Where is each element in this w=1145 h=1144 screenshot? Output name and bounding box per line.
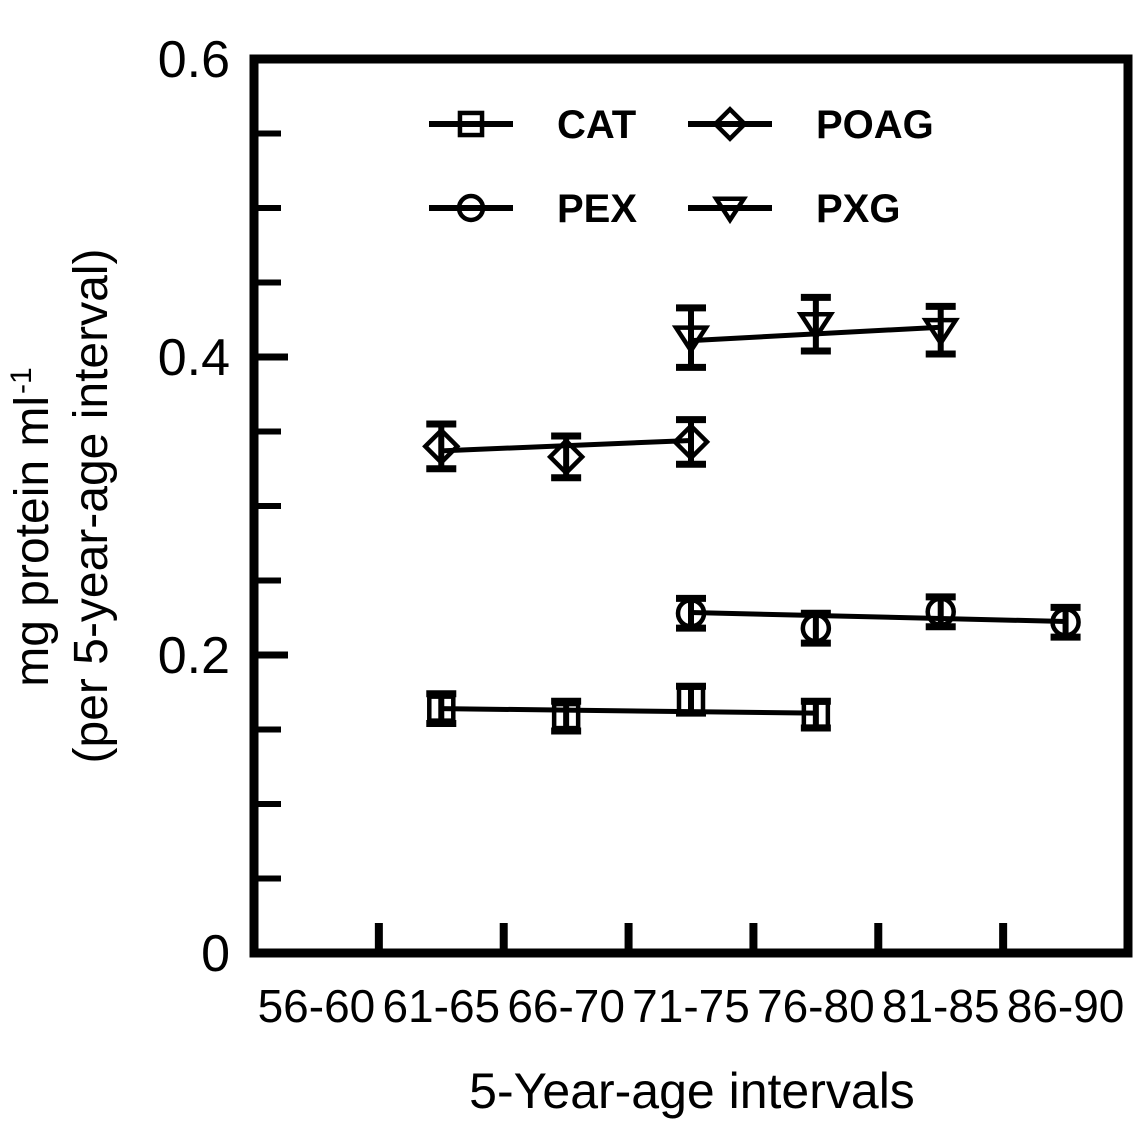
- cat-marker-square-icon: [801, 700, 831, 729]
- legend-cat-marker-square-icon: [457, 110, 485, 138]
- x-axis-title: 5-Year-age intervals: [469, 1063, 915, 1119]
- pex-marker-circle-icon: [1050, 606, 1081, 638]
- cat-trend-line: [441, 706, 816, 716]
- y-axis-title-line2: (per 5-year-age interval): [65, 249, 118, 764]
- y-axis-title-main: mg protein ml: [6, 396, 59, 687]
- legend-label-poag: POAG: [816, 103, 934, 147]
- pxg-marker-triangle-down-icon: [671, 325, 711, 355]
- y-axis-title-superscript: -1: [5, 367, 38, 394]
- legend-label-pxg: PXG: [816, 187, 900, 231]
- x-category-label-76-80: 76-80: [757, 980, 875, 1032]
- pex-marker-circle-icon: [925, 596, 956, 628]
- poag-marker-diamond-icon: [671, 422, 711, 462]
- plot-frame: [249, 54, 1133, 958]
- poag-marker-diamond-icon: [546, 437, 586, 477]
- legend-item-poag: POAG: [688, 103, 934, 147]
- series-pex: [675, 593, 1081, 647]
- cat-marker-square-icon: [427, 694, 456, 723]
- y-axis-title-line1: mg protein ml-1: [5, 367, 59, 686]
- poag-marker-diamond-icon: [422, 427, 461, 466]
- series-pxg: [671, 293, 960, 371]
- legend-label-cat: CAT: [557, 103, 636, 147]
- pex-marker-circle-icon: [800, 612, 832, 644]
- x-category-label-66-70: 66-70: [507, 980, 625, 1032]
- y-tick-label-0.4: 0.4: [158, 329, 230, 387]
- y-tick-label-0.2: 0.2: [158, 627, 230, 685]
- x-category-label-71-75: 71-75: [632, 980, 750, 1032]
- y-tick-label-0.6: 0.6: [158, 31, 230, 89]
- series-poag: [422, 416, 711, 482]
- pex-trend-line: [690, 610, 1066, 624]
- legend-poag-marker-diamond-icon: [712, 106, 748, 142]
- legend-item-pex: PEX: [429, 187, 637, 231]
- x-category-label-61-65: 61-65: [382, 980, 500, 1032]
- cat-marker-square-icon: [551, 701, 581, 731]
- series-cat: [426, 682, 831, 735]
- legend-layer: CAT POAG PEX PXG: [429, 103, 934, 231]
- pxg-marker-triangle-down-icon: [921, 317, 960, 348]
- pex-marker-circle-icon: [675, 598, 707, 629]
- x-category-label-86-90: 86-90: [1007, 980, 1125, 1032]
- x-category-label-56-60: 56-60: [258, 980, 376, 1032]
- cat-marker-square-icon: [676, 685, 706, 714]
- legend-item-cat: CAT: [429, 103, 636, 147]
- legend-pex-marker-circle-icon: [456, 193, 486, 223]
- x-category-label-81-85: 81-85: [882, 980, 1000, 1032]
- legend-item-pxg: PXG: [688, 187, 900, 231]
- series-layer: [422, 293, 1081, 735]
- y-tick-label-0: 0: [201, 925, 230, 983]
- legend-label-pex: PEX: [557, 187, 637, 231]
- axes-layer: 0 0.2 0.4 0.6 56-60 61-65 66-70 71-75 76-80 81-85…: [158, 31, 1125, 1032]
- pxg-marker-triangle-down-icon: [796, 311, 836, 342]
- legend-pxg-marker-triangle-down-icon: [712, 196, 748, 225]
